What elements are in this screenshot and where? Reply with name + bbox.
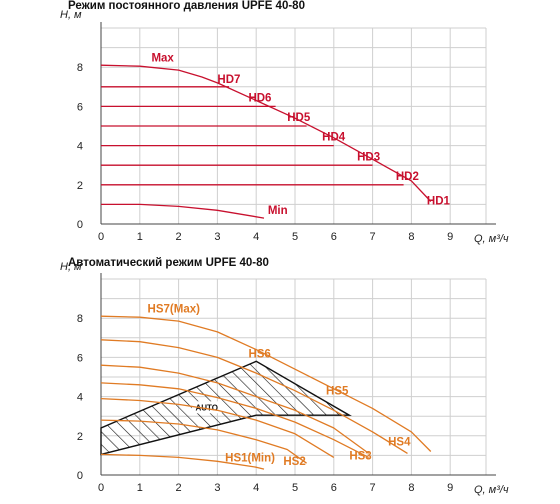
series-label-hs6: HS6: [248, 348, 270, 360]
series-line-min: [101, 203, 265, 219]
series-label-hs7-max-: HS7(Max): [148, 303, 201, 315]
x-tick-label: 6: [331, 482, 337, 494]
auto-region: [100, 360, 352, 456]
y-tick-label: 8: [77, 313, 83, 325]
y-tick-label: 4: [77, 141, 83, 153]
series-label-max: Max: [151, 52, 174, 64]
x-axis-label: Q, м³/ч: [474, 484, 509, 496]
series-label-hd6: HD6: [248, 93, 271, 105]
series-line-hs3: [100, 397, 335, 458]
y-tick-label: 2: [77, 180, 83, 192]
series-label-hd3: HD3: [357, 151, 380, 163]
y-tick-label: 8: [77, 62, 83, 74]
x-tick-label: 3: [214, 482, 220, 494]
series-line-hs2: [100, 419, 307, 464]
series-line-hs6: [100, 339, 408, 454]
series-label-hs4: HS4: [388, 437, 411, 449]
y-axis-label: H, м: [60, 261, 82, 273]
x-tick-label: 2: [176, 231, 182, 243]
chart-title-automatic-mode: Автоматический режим UPFE 40-80: [68, 257, 269, 269]
y-tick-label: 4: [77, 392, 83, 404]
y-tick-label: 0: [77, 470, 83, 482]
x-tick-label: 0: [98, 482, 104, 494]
series-label-hd4: HD4: [322, 132, 346, 144]
x-tick-label: 9: [447, 231, 453, 243]
series-label-hs1-min-: HS1(Min): [225, 452, 275, 464]
series-label-min: Min: [268, 205, 288, 217]
series-line-hs7-max-: [100, 315, 432, 452]
series-label-hd2: HD2: [396, 171, 419, 183]
x-tick-label: 4: [253, 231, 259, 243]
series-line-hs4: [100, 382, 369, 458]
x-tick-label: 5: [292, 231, 298, 243]
x-tick-label: 4: [253, 482, 259, 494]
x-tick-label: 1: [137, 482, 143, 494]
x-tick-label: 8: [408, 482, 414, 494]
x-tick-label: 0: [98, 231, 104, 243]
series-label-hd7: HD7: [217, 74, 240, 86]
x-tick-label: 5: [292, 482, 298, 494]
x-tick-label: 3: [214, 231, 220, 243]
x-axis-label: Q, м³/ч: [474, 233, 509, 245]
auto-label: AUTO: [195, 403, 218, 412]
y-tick-label: 2: [77, 431, 83, 443]
x-tick-label: 6: [331, 231, 337, 243]
y-tick-label: 6: [77, 101, 83, 113]
y-tick-label: 6: [77, 352, 83, 364]
x-tick-label: 7: [370, 231, 376, 243]
x-tick-label: 2: [176, 482, 182, 494]
series-label-hs2: HS2: [283, 456, 305, 468]
y-tick-label: 0: [77, 219, 83, 231]
y-axis-label: H, м: [60, 9, 82, 21]
x-tick-label: 1: [137, 231, 143, 243]
x-tick-label: 9: [447, 482, 453, 494]
series-line-hs1-min-: [100, 453, 265, 470]
series-line-max: [100, 64, 432, 202]
x-tick-label: 8: [408, 231, 414, 243]
series-label-hd1: HD1: [427, 195, 451, 207]
chart-title-constant-pressure: Режим постоянного давления UPFE 40-80: [68, 0, 305, 12]
x-tick-label: 7: [370, 482, 376, 494]
series-label-hs5: HS5: [326, 386, 349, 398]
series-label-hd5: HD5: [287, 112, 311, 124]
series-line-hs5: [100, 364, 370, 454]
series-label-hs3: HS3: [349, 450, 371, 462]
